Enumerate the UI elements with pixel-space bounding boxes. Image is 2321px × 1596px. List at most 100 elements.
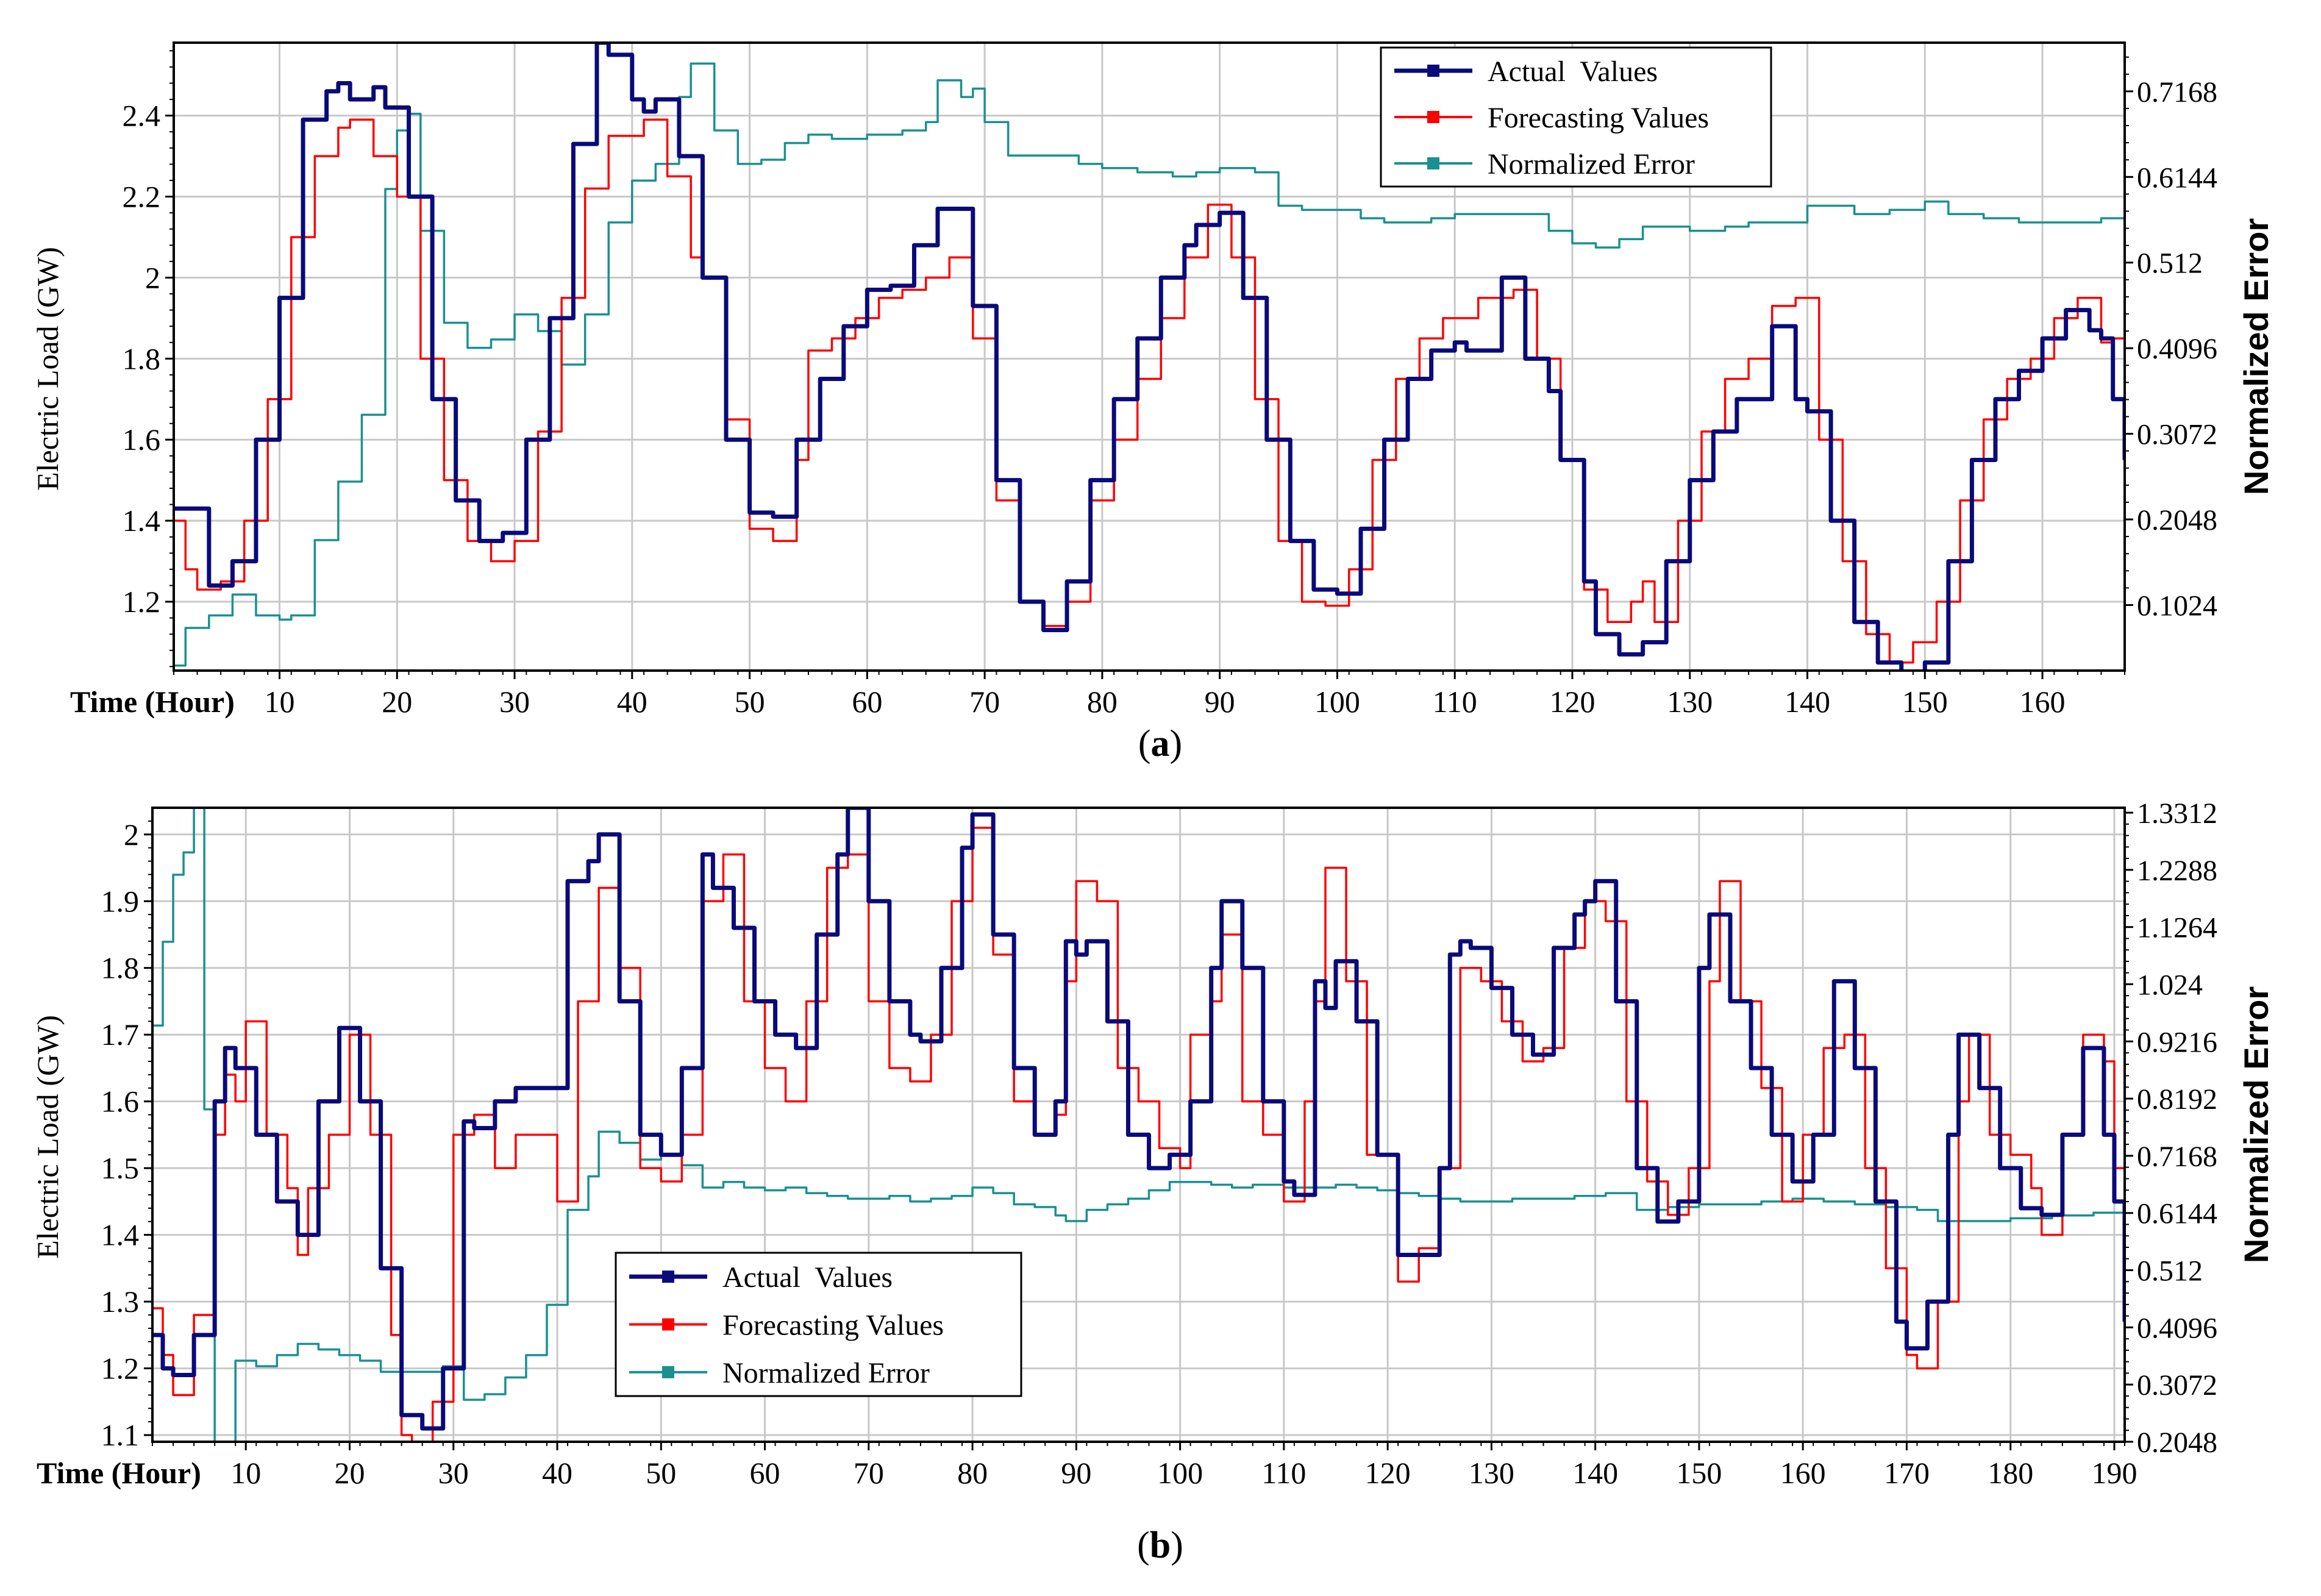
y-tick-label: 2 [124,818,139,852]
y-tick-label: 1.2 [101,1352,140,1386]
legend-label: Forecasting Values [1488,102,1709,134]
caption-close-paren: ) [1170,723,1183,764]
caption-letter: b [1150,1525,1171,1566]
x-tick-label: 120 [1365,1456,1411,1490]
y-tick-label: 1.4 [101,1218,140,1252]
y2-tick-label: 0.4096 [2137,1312,2217,1344]
x-tick-label: 60 [750,1456,780,1490]
x-tick-label: 150 [1676,1456,1722,1490]
x-tick-label: 150 [1902,685,1948,719]
x-tick-label: 140 [1784,685,1830,719]
legend-label: Normalized Error [722,1357,930,1389]
x-tick-label: 190 [2091,1456,2137,1490]
legend-label: Actual Values [1488,55,1658,88]
x-tick-label: 80 [957,1456,988,1490]
x-tick-label: 80 [1087,685,1118,719]
y2-tick-label: 0.1024 [2137,590,2217,622]
y2-tick-label: 0.6144 [2137,162,2217,194]
x-tick-label: 70 [854,1456,884,1490]
legend-label: Actual Values [722,1261,893,1294]
y2-axis-label: Normalized Error [2237,986,2275,1263]
y2-tick-label: 0.8192 [2137,1083,2217,1116]
y-tick-label: 1.1 [101,1418,140,1452]
x-tick-label: 110 [1261,1456,1306,1490]
y2-tick-label: 0.4096 [2137,333,2217,365]
y2-axis-label: Normalized Error [2237,218,2275,495]
legend: Actual Values Forecasting Values Normalize… [1380,46,1772,188]
panel-a: 10 20 30 40 50 60 70 80 90 100 110 120 130 140 150 160 1… [30,41,2275,764]
legend-label: Forecasting Values [722,1309,944,1342]
x-tick-label: 20 [382,685,412,719]
series-group [174,43,2125,671]
legend: Actual Values Forecasting Values Normalize… [615,1252,1022,1397]
x-tick-label: 160 [2020,685,2066,719]
x-axis-label: Time (Hour) [37,1456,201,1490]
panel-caption: (a) [1138,723,1182,764]
y2-tick-label: 0.7168 [2137,76,2217,109]
y-tick-label: 1.2 [123,585,161,619]
y-tick-label: 2.2 [123,180,161,214]
legend-marker [1427,157,1439,169]
legend-marker [1427,65,1439,77]
y2-tick-label: 0.512 [2137,1255,2203,1288]
plot-frame [151,807,2126,1443]
y-tick-label: 1.6 [101,1085,140,1119]
x-axis-label: Time (Hour) [70,685,235,719]
y2-tick-label: 1.024 [2137,969,2203,1001]
forecasting-values-line [152,827,2125,1442]
y-axis-label: Electric Load (GW) [30,247,65,491]
x-tick-label: 110 [1433,685,1477,719]
x-tick-label: 60 [852,685,882,719]
y2-tick-label: 0.512 [2137,248,2203,280]
x-tick-label: 100 [1314,685,1360,719]
x-tick-label: 140 [1572,1456,1618,1490]
y-tick-label: 1.8 [123,341,161,376]
x-tick-label: 30 [499,685,530,719]
x-tick-label: 30 [438,1456,469,1490]
y-tick-label: 1.6 [123,422,161,457]
panel-caption: (b) [1137,1525,1183,1566]
y2-tick-label: 0.3072 [2137,419,2217,451]
y2-tick-label: 1.1264 [2137,912,2217,944]
y2-tick-label: 1.3312 [2137,797,2217,830]
x-tick-label: 90 [1205,685,1235,719]
y2-tick-label: 1.2288 [2137,855,2217,887]
caption-close-paren: ) [1171,1525,1183,1566]
y-tick-label: 1.7 [101,1017,140,1052]
x-tick-label: 180 [1988,1456,2033,1490]
caption-open-paren: ( [1138,723,1151,764]
plot-frame [173,41,2126,672]
x-tick-label: 100 [1157,1456,1203,1490]
legend-marker [662,1366,674,1378]
y-tick-label: 1.3 [101,1284,140,1319]
x-tick-label: 40 [542,1456,572,1490]
x-tick-label: 10 [264,685,294,719]
x-tick-label: 10 [230,1456,261,1490]
plot-area [174,43,2125,671]
y2-tick-label: 0.9216 [2137,1026,2217,1058]
y-tick-label: 1.4 [123,504,161,538]
x-tick-label: 160 [1780,1456,1826,1490]
caption-open-paren: ( [1137,1525,1150,1566]
legend-marker [1427,111,1439,123]
panel-b: 10 20 30 40 50 60 70 80 90 100 110 120 130 140 150 160 1… [30,797,2275,1566]
plot-area [152,808,2125,1442]
actual-values-line [152,808,2125,1431]
legend-marker [662,1270,674,1283]
x-tick-label: 120 [1549,685,1595,719]
actual-values-line [174,43,2125,671]
y-tick-label: 1.9 [101,884,140,918]
y-axis-label: Electric Load (GW) [30,1015,65,1259]
y2-tick-label: 0.3072 [2137,1369,2217,1402]
x-tick-label: 170 [1884,1456,1930,1490]
legend-label: Normalized Error [1488,148,1695,180]
y-tick-label: 2 [145,260,160,294]
y-tick-label: 2.4 [123,99,161,133]
series-group [152,808,2125,1442]
x-tick-label: 90 [1061,1456,1091,1490]
legend-marker [662,1318,674,1331]
x-tick-label: 70 [969,685,1000,719]
normalized-error-line [152,808,2125,1442]
